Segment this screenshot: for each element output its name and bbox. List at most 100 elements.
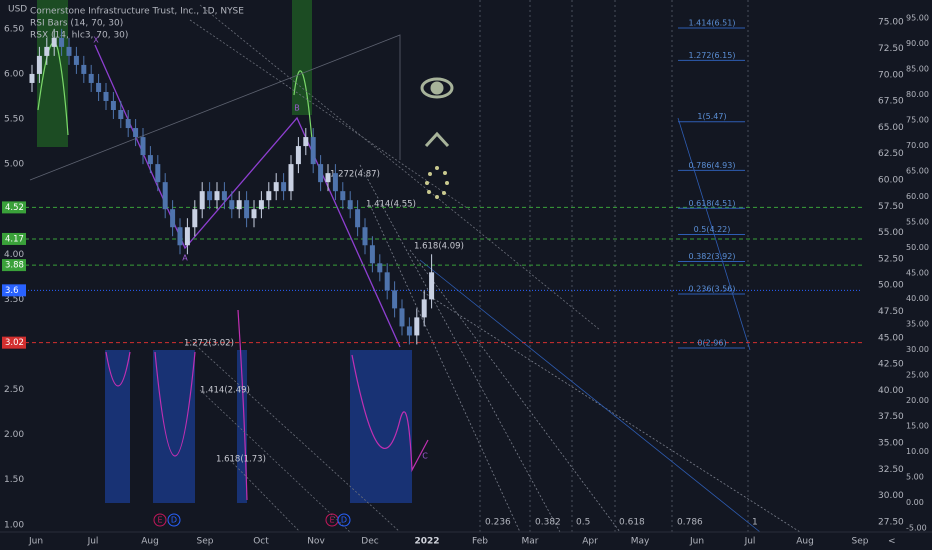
currency: USD — [8, 5, 27, 15]
y3-tick-label: 30.00 — [906, 345, 929, 354]
candle-body — [303, 137, 309, 147]
fib-label: 1.272(6.15) — [689, 51, 736, 60]
candle-body — [369, 245, 375, 264]
y2-tick-label: 47.50 — [878, 307, 904, 317]
candle-body — [199, 191, 205, 210]
rsx-curve — [293, 70, 313, 141]
y3-tick-label: 55.00 — [906, 218, 929, 227]
price-tag — [2, 232, 26, 245]
fib-label: 0(2.96) — [697, 339, 726, 348]
price-tag — [2, 336, 26, 349]
y-tick-label: 1.00 — [4, 520, 24, 530]
y2-tick-label: 45.00 — [878, 333, 904, 343]
annotation: 1.618(1.73) — [216, 455, 266, 465]
y2-tick-label: 57.50 — [878, 202, 904, 212]
y2-tick-label: 60.00 — [878, 175, 904, 185]
pattern-lines — [29, 4, 801, 533]
y2-tick-label: 35.00 — [878, 439, 904, 449]
rsx-curve — [37, 41, 69, 136]
y3-tick-label: 85.00 — [906, 65, 929, 74]
y2-tick-label: 42.50 — [878, 360, 904, 370]
candle-body — [421, 299, 427, 318]
y2-tick-label: 75.00 — [878, 18, 904, 28]
y2-tick-label: 50.00 — [878, 281, 904, 291]
annotation: 1.414(4.55) — [366, 200, 416, 210]
price-tag-label: 3.02 — [5, 338, 24, 348]
loading-icon — [425, 166, 449, 199]
candle-body — [51, 37, 57, 47]
chart-title: Cornerstone Infrastructure Trust, Inc., … — [30, 7, 244, 17]
y3-tick-label: 20.00 — [906, 396, 929, 405]
annotation: 1.272(4.87) — [330, 170, 380, 180]
time-fib-label: 0.618 — [619, 518, 645, 528]
time-fib-label: 0.5 — [576, 518, 590, 528]
rsi-oversold-zone — [237, 350, 247, 503]
x-tick-label: Jul — [87, 537, 99, 547]
y2-tick-label: 27.50 — [878, 517, 904, 527]
candle-body — [66, 46, 72, 56]
y3-tick-label: 90.00 — [906, 39, 929, 48]
candle-body — [110, 100, 116, 111]
y3-tick-label: 15.00 — [906, 422, 929, 431]
time-fib-label: 1 — [752, 518, 758, 528]
y3-tick-label: 45.00 — [906, 269, 929, 278]
annotation: 1.414(2.49) — [200, 386, 250, 396]
time-fib-lines — [479, 0, 749, 532]
y2-tick-label: 65.00 — [878, 123, 904, 133]
candle-body — [310, 137, 316, 165]
y3-tick-label: 60.00 — [906, 192, 929, 201]
y3-tick-label: 25.00 — [906, 371, 929, 380]
price-tag-label: 4.17 — [5, 234, 24, 244]
candle-body — [258, 200, 264, 210]
y3-tick-label: 70.00 — [906, 141, 929, 150]
y2-tick-label: 52.50 — [878, 254, 904, 264]
y2-tick-label: 32.50 — [878, 465, 904, 475]
rsi-overbought-zone — [292, 0, 312, 115]
fib-label: 0.786(4.93) — [689, 161, 736, 170]
x-tick-label: Nov — [307, 537, 325, 547]
pattern-point: X — [93, 36, 99, 45]
event-marker — [337, 513, 351, 527]
x-tick-label: Aug — [796, 537, 814, 547]
candle-body — [29, 73, 35, 83]
y3-tick-label: 65.00 — [906, 167, 929, 176]
price-tag — [2, 259, 26, 272]
y2-tick-label: 70.00 — [878, 70, 904, 80]
x-tick-label: Jun — [28, 537, 43, 547]
pattern-point: B — [294, 104, 300, 113]
candle-body — [214, 191, 220, 201]
candle-body — [295, 146, 301, 165]
candle-body — [288, 164, 294, 192]
price-tag — [2, 201, 26, 214]
candle-body — [273, 182, 279, 192]
candle-body — [207, 191, 213, 201]
candle-body — [170, 209, 176, 228]
candle-body — [221, 191, 227, 201]
x-tick-label: Apr — [582, 537, 598, 547]
candle-body — [392, 290, 398, 309]
x-tick-label: Jun — [689, 537, 704, 547]
x-tick-label: Dec — [361, 537, 378, 547]
scroll-left[interactable]: < — [888, 537, 896, 547]
candle-body — [44, 46, 50, 56]
candle-body — [399, 308, 405, 327]
candle-body — [192, 209, 198, 228]
icons — [420, 77, 454, 148]
candle-body — [73, 55, 79, 65]
y3-tick-label: 80.00 — [906, 90, 929, 99]
y2-tick-label: 67.50 — [878, 97, 904, 107]
candle-body — [36, 55, 42, 74]
candle-body — [162, 182, 168, 210]
candle-body — [362, 227, 368, 246]
y3-tick-label: 50.00 — [906, 243, 929, 252]
y3-tick-label: -5.00 — [906, 524, 927, 533]
candle-body — [414, 317, 420, 336]
candle-body — [236, 200, 242, 210]
rsi-oversold-zone — [105, 350, 130, 503]
y3-tick-label: 40.00 — [906, 294, 929, 303]
time-fib-label: 0.786 — [677, 518, 703, 528]
candle-body — [406, 326, 412, 336]
